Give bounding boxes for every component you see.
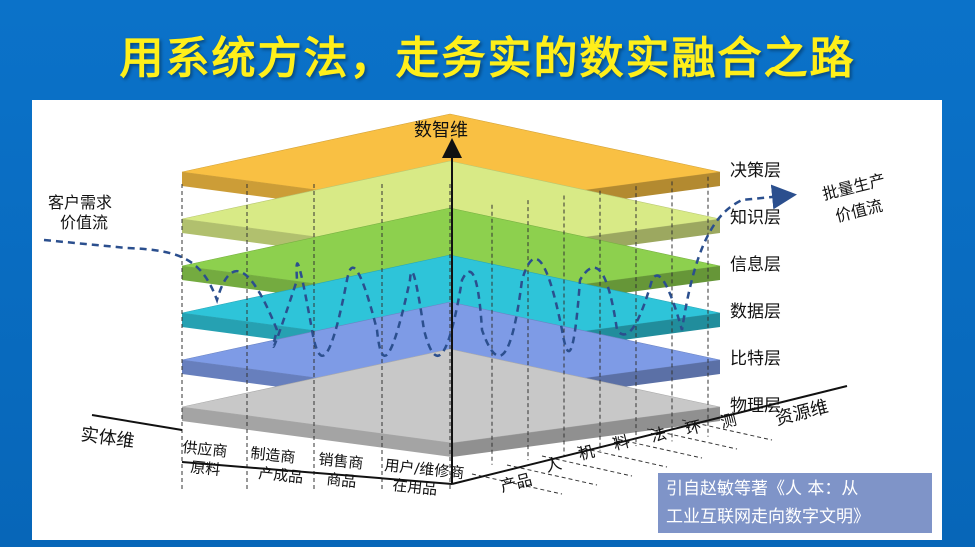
citation-box: 引自赵敏等著《人 本：从 工业互联网走向数字文明》 <box>658 473 932 533</box>
value-flow-wave <box>43 184 797 357</box>
layer-label-4: 数据层 <box>730 302 781 322</box>
axis-label-entity: 实体维 <box>79 424 135 452</box>
resource-label-7: 测 <box>718 410 738 432</box>
diagram-panel: 决策层 知识层 信息层 数据层 比特层 物理层 数智维 实体维 资源维 客户需求 价值流 批量生产 价值… <box>32 100 942 540</box>
entity-label-line-2: 商品 <box>326 470 358 491</box>
labels-group: 决策层知识层信息层数据层比特层物理层数智维实体维资源维客户需求价值流批量生产价值… <box>48 120 887 499</box>
entity-label-line-1: 销售商 <box>318 450 365 473</box>
resource-row-line-3 <box>541 455 633 477</box>
flow-left-line-1: 客户需求 <box>48 193 112 212</box>
entity-label-line-1: 制造商 <box>250 444 297 467</box>
resource-row-line-2 <box>506 464 598 486</box>
resource-row-line-4 <box>576 446 668 468</box>
resource-label-2: 人 <box>543 454 563 476</box>
entity-label-line-2: 产成品 <box>258 464 305 487</box>
axis-label-vertical: 数智维 <box>414 120 468 141</box>
axes-group <box>91 138 848 485</box>
entity-label-line-2: 在用品 <box>392 476 439 499</box>
resource-row-line-1 <box>471 473 563 495</box>
layer-label-6: 物理层 <box>730 396 781 416</box>
entity-label-line-2: 原料 <box>190 458 222 479</box>
resource-label-5: 法 <box>648 424 668 446</box>
flow-left-line-2: 价值流 <box>60 213 108 232</box>
layer-label-1: 决策层 <box>730 161 781 181</box>
flow-right-line-2: 价值流 <box>833 196 884 226</box>
entity-label-line-1: 供应商 <box>182 438 229 461</box>
entity-axis <box>181 461 453 485</box>
layer-label-2: 知识层 <box>730 208 781 228</box>
resource-label-3: 机 <box>576 442 596 464</box>
resource-label-4: 料 <box>611 432 631 454</box>
citation-line-1: 引自赵敏等著《人 本：从 <box>666 479 859 499</box>
layered-model-diagram: 决策层知识层信息层数据层比特层物理层数智维实体维资源维客户需求价值流批量生产价值… <box>43 113 887 499</box>
layer-side-left-6 <box>182 407 452 457</box>
citation-line-2: 工业互联网走向数字文明》 <box>666 507 870 527</box>
entity-axis-extension <box>91 414 183 431</box>
layer-side-right-6 <box>452 407 720 457</box>
resource-axis <box>451 385 848 485</box>
resource-label-1: 产品 <box>498 470 534 496</box>
resource-label-6: 环 <box>683 417 703 439</box>
layer-label-5: 比特层 <box>730 349 781 369</box>
layer-label-3: 信息层 <box>730 255 781 275</box>
slide-title: 用系统方法，走务实的数实融合之路 <box>119 33 856 84</box>
value-flow-path <box>43 184 797 357</box>
